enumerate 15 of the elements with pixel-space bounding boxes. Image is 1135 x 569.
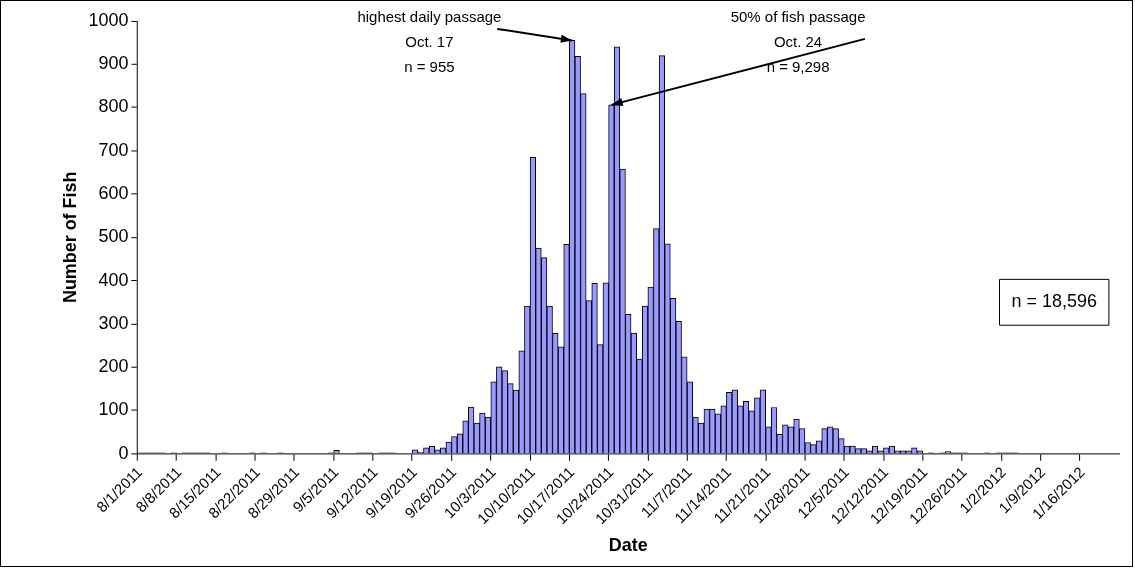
y-tick-label: 300 xyxy=(98,312,129,333)
y-tick-label: 100 xyxy=(98,399,129,420)
y-tick-label: 200 xyxy=(98,356,129,377)
x-axis-title: Date xyxy=(608,535,648,556)
annotation: highest daily passage Oct. 17 n = 955 xyxy=(357,8,502,75)
y-axis-title: Number of Fish xyxy=(59,171,80,304)
y-tick-label: 400 xyxy=(98,269,129,290)
y-tick-label: 0 xyxy=(118,442,129,463)
y-tick-label: 1000 xyxy=(88,9,129,30)
y-tick-label: 500 xyxy=(98,226,129,247)
y-tick-label: 900 xyxy=(98,53,129,74)
annotation: n = 18,596 xyxy=(1011,291,1097,312)
y-tick-label: 700 xyxy=(98,139,129,160)
y-tick-label: 800 xyxy=(98,96,129,117)
y-tick-label: 600 xyxy=(98,183,129,204)
